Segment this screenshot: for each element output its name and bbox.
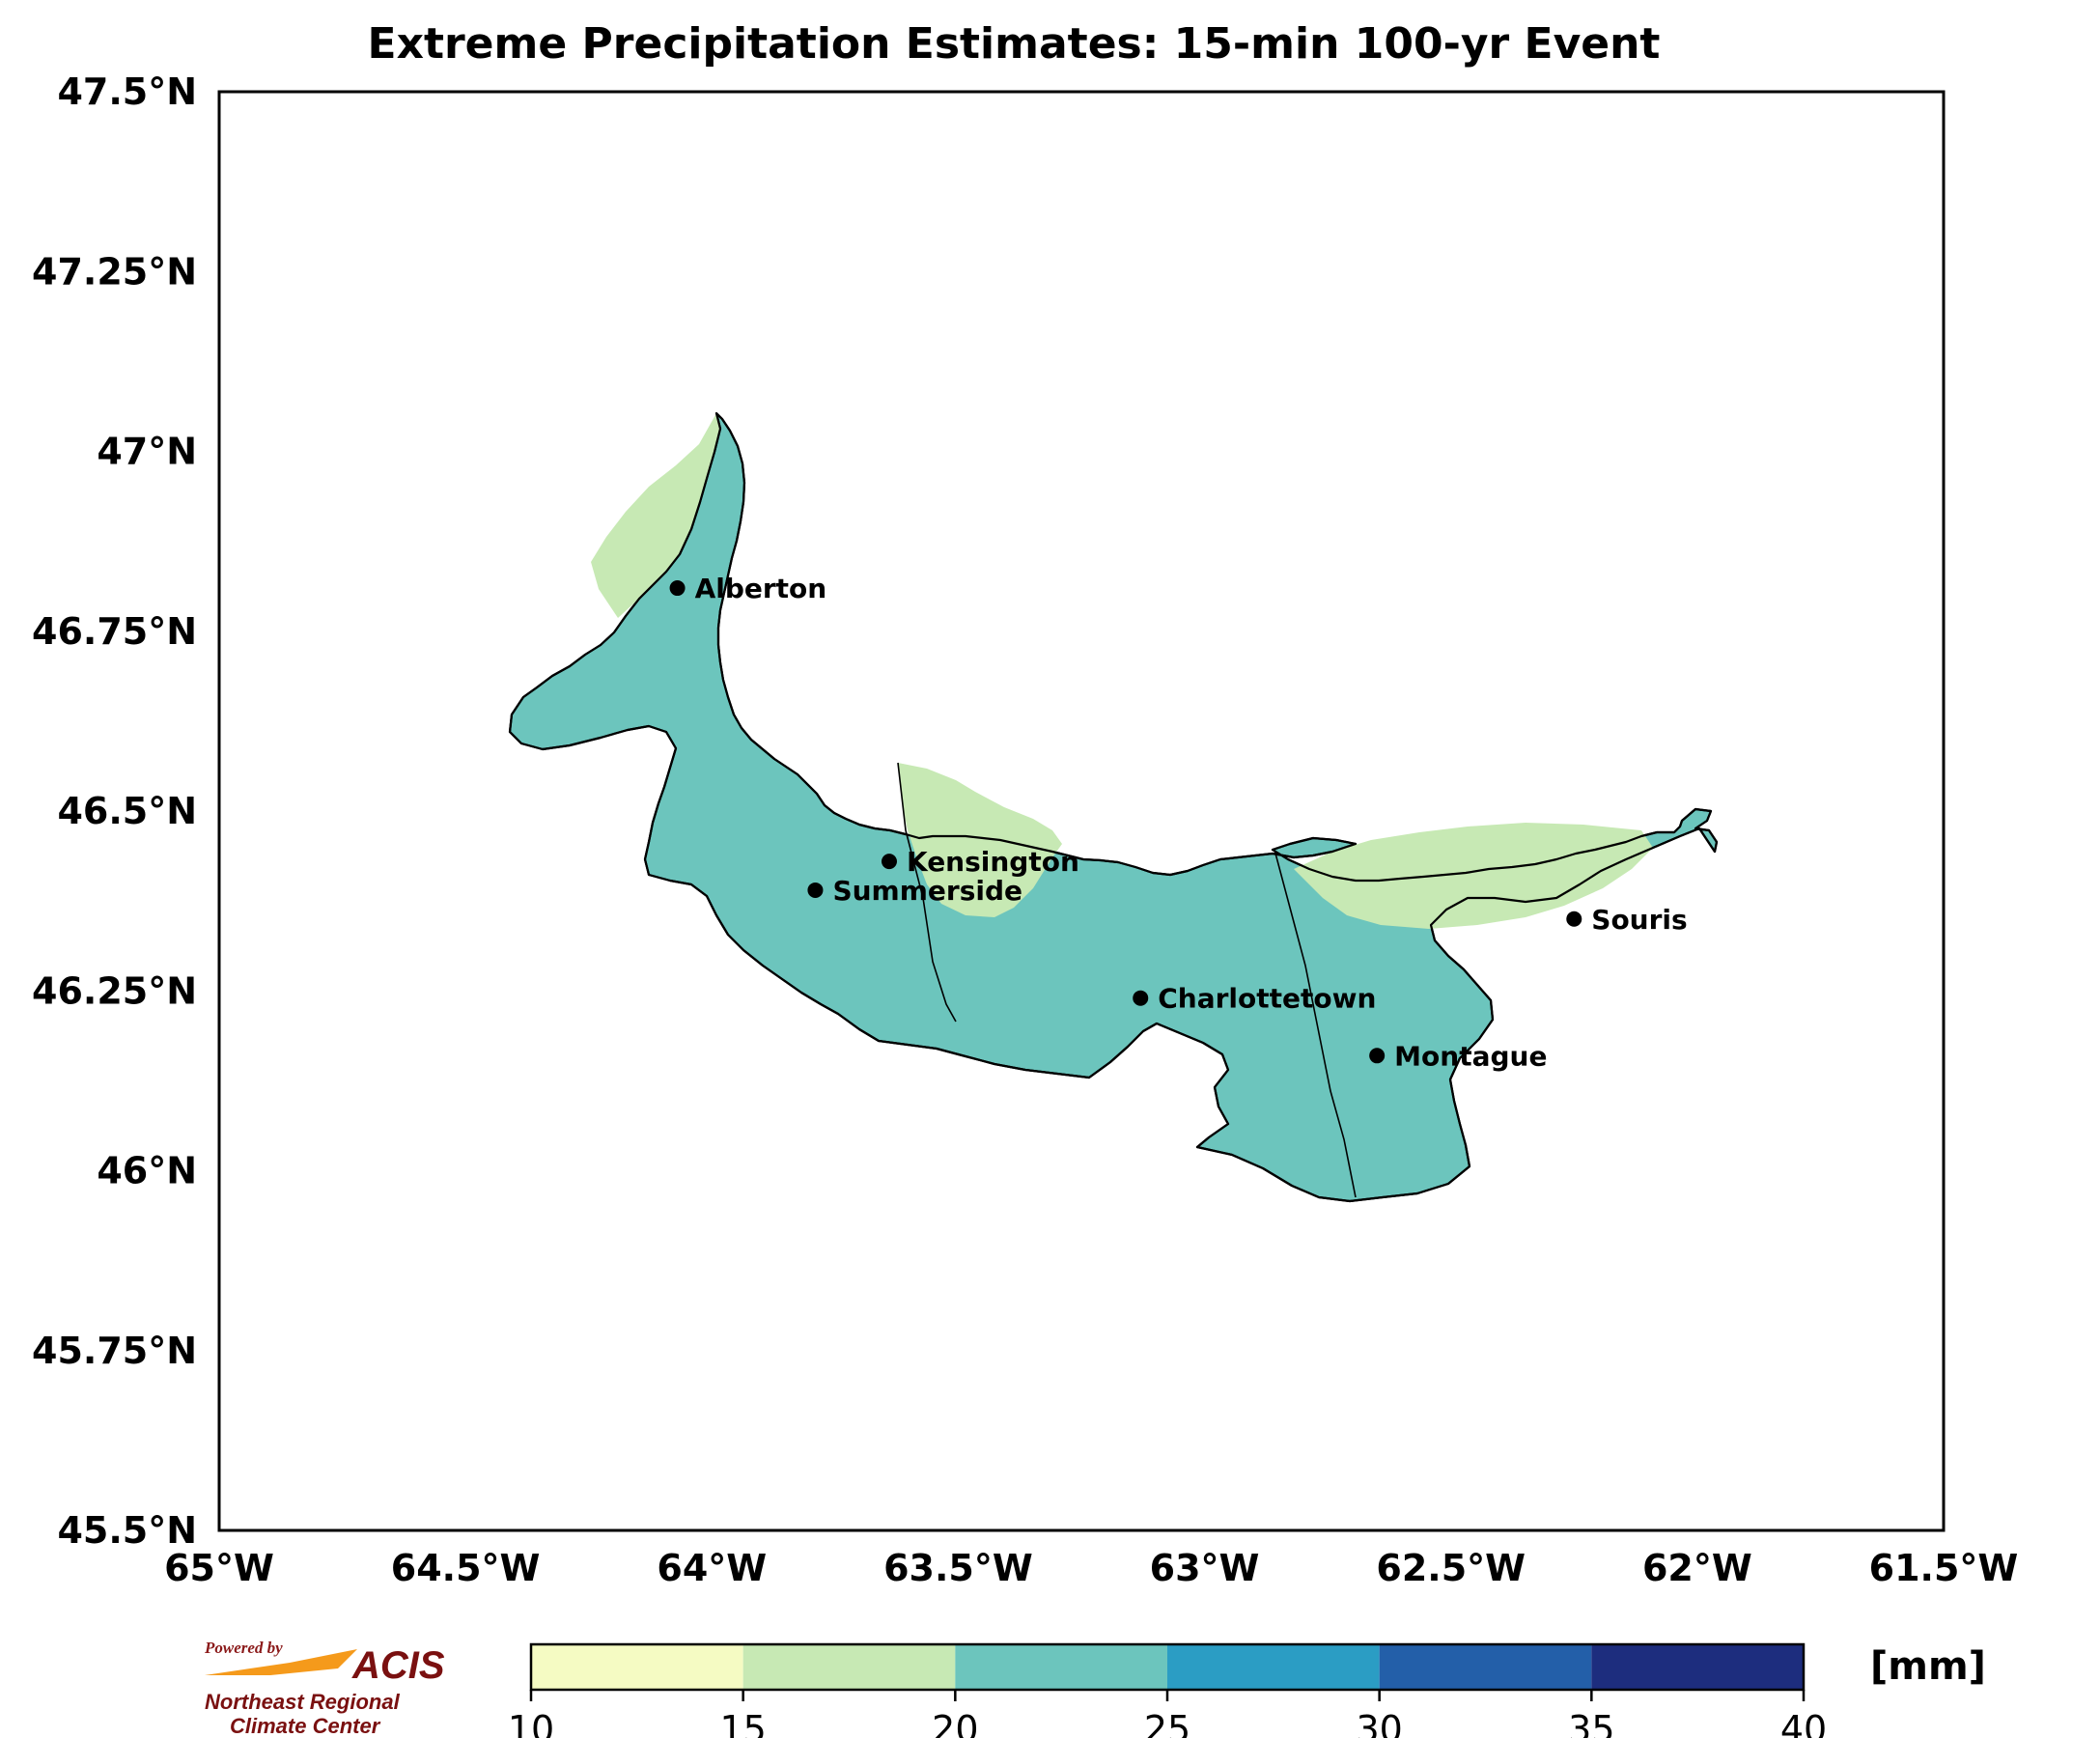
colorbar-segment bbox=[531, 1644, 743, 1690]
city-label: Montague bbox=[1394, 1040, 1547, 1072]
lon-tick-label: 65°W bbox=[164, 1547, 274, 1589]
city-label: Summerside bbox=[832, 875, 1022, 907]
logo-powered-by: Powered by bbox=[204, 1639, 283, 1657]
colorbar-tick-label: 40 bbox=[1780, 1708, 1827, 1738]
city-marker bbox=[1133, 990, 1149, 1006]
lat-tick-label: 47.25°N bbox=[32, 250, 197, 293]
lon-tick-label: 64°W bbox=[657, 1547, 767, 1589]
colorbar-segment bbox=[1379, 1644, 1592, 1690]
lat-tick-label: 45.5°N bbox=[57, 1509, 197, 1552]
colorbar-tick-label: 15 bbox=[719, 1708, 766, 1738]
chart-title: Extreme Precipitation Estimates: 15-min … bbox=[368, 19, 1661, 69]
zone-15-20-mm-2 bbox=[1294, 823, 1653, 929]
lon-tick-label: 64.5°W bbox=[391, 1547, 541, 1589]
island-layer bbox=[508, 411, 1719, 1203]
city-marker bbox=[807, 882, 824, 898]
colorbar-unit: [mm] bbox=[1870, 1644, 1986, 1689]
logo-line2: Climate Center bbox=[230, 1714, 381, 1738]
colorbar-tick-label: 30 bbox=[1356, 1708, 1402, 1738]
city-marker bbox=[881, 854, 897, 870]
lat-tick-label: 46.75°N bbox=[32, 610, 197, 653]
lon-tick-label: 62°W bbox=[1642, 1547, 1752, 1589]
lat-tick-label: 47°N bbox=[97, 431, 197, 473]
city-marker bbox=[1369, 1048, 1386, 1064]
logo-swoosh bbox=[205, 1649, 357, 1675]
acis-logo: Powered by ACIS Northeast RegionalClimate … bbox=[204, 1639, 445, 1738]
colorbar-segment bbox=[1591, 1644, 1804, 1690]
city-label: Kensington bbox=[907, 846, 1079, 878]
lat-tick-label: 46.25°N bbox=[32, 969, 197, 1012]
colorbar-tick-label: 10 bbox=[508, 1708, 554, 1738]
zone-15-20-mm-0 bbox=[591, 413, 720, 618]
lon-tick-label: 63°W bbox=[1150, 1547, 1260, 1589]
logo-line1: Northeast Regional bbox=[205, 1690, 401, 1714]
lat-tick-label: 46°N bbox=[97, 1150, 197, 1192]
colorbar-tick-label: 25 bbox=[1144, 1708, 1190, 1738]
county-border-0 bbox=[897, 762, 957, 1023]
lat-tick-label: 46.5°N bbox=[57, 790, 197, 832]
logo-acis: ACIS bbox=[351, 1644, 445, 1687]
colorbar-tick-label: 20 bbox=[932, 1708, 978, 1738]
zone-15-20-mm-1 bbox=[898, 763, 1062, 917]
county-border-1 bbox=[1274, 849, 1357, 1198]
lon-tick-label: 61.5°W bbox=[1869, 1547, 2019, 1589]
colorbar-tick-label: 35 bbox=[1568, 1708, 1614, 1738]
lat-tick-label: 47.5°N bbox=[57, 70, 197, 113]
map-frame bbox=[217, 90, 1946, 1532]
colorbar-segment bbox=[1167, 1644, 1380, 1690]
city-label: Charlottetown bbox=[1158, 983, 1376, 1015]
city-marker bbox=[669, 580, 686, 597]
coastline bbox=[508, 411, 1719, 1203]
city-marker bbox=[1566, 911, 1582, 927]
city-label: Souris bbox=[1591, 904, 1687, 936]
lon-tick-label: 63.5°W bbox=[883, 1547, 1033, 1589]
city-label: Alberton bbox=[695, 573, 827, 604]
colorbar-segment bbox=[955, 1644, 1167, 1690]
lon-tick-label: 62.5°W bbox=[1376, 1547, 1526, 1589]
lat-tick-label: 45.75°N bbox=[32, 1330, 197, 1372]
colorbar-segment bbox=[742, 1644, 956, 1690]
